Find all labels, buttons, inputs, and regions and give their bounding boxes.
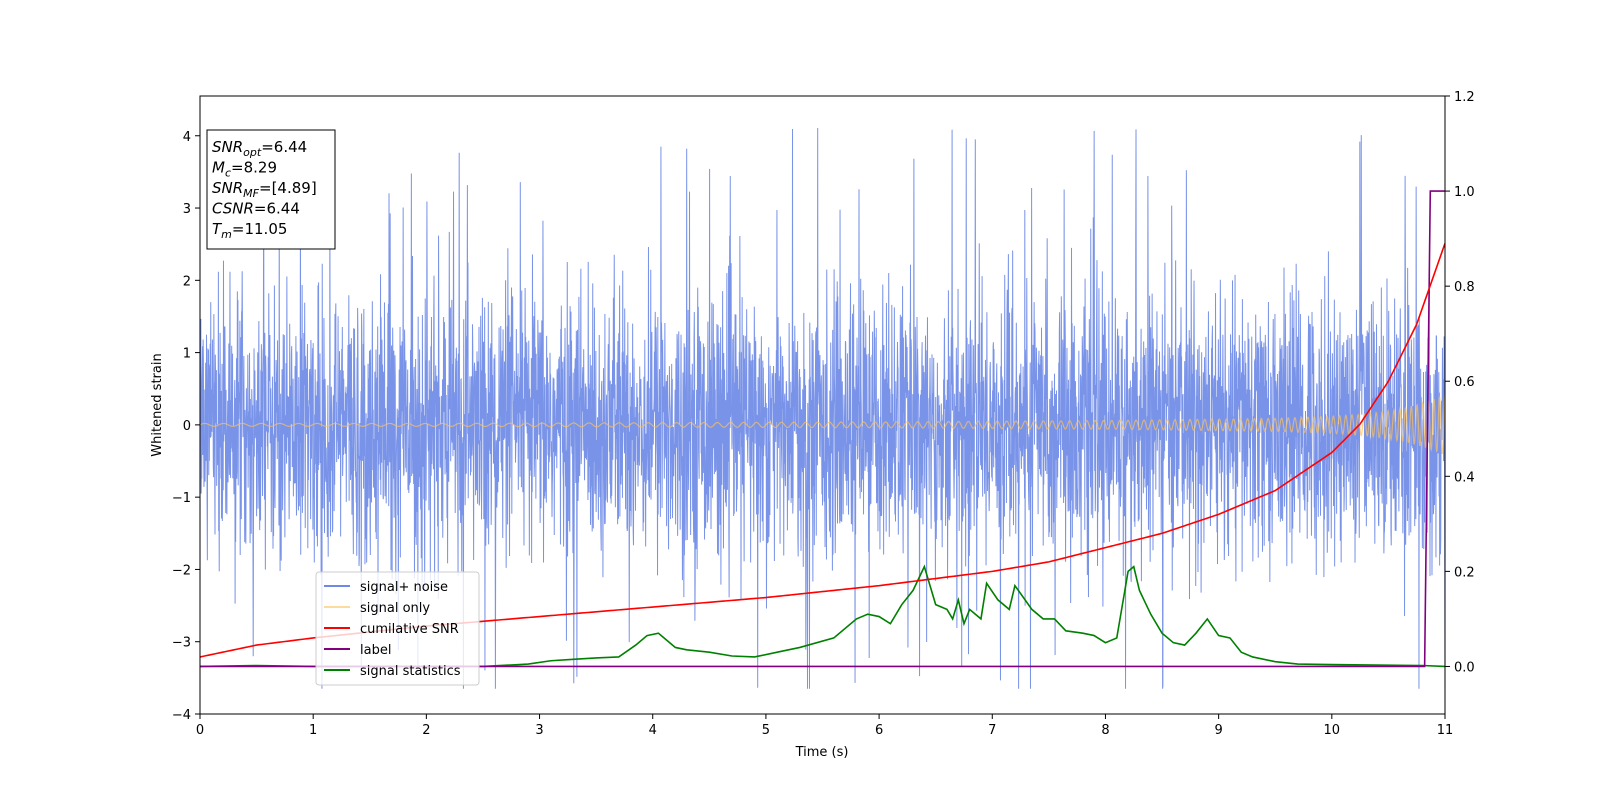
info-value: =11.05 (232, 220, 288, 238)
y-axis-label: Whitened strain (150, 353, 165, 456)
y-right-tick-label: 0.2 (1454, 565, 1475, 580)
info-box-line: SNRMF=[4.89] (212, 179, 317, 200)
x-tick-label: 8 (1101, 723, 1109, 738)
x-tick-label: 5 (762, 723, 770, 738)
y-right-tick-label: 0.0 (1454, 660, 1475, 675)
x-tick-label: 6 (875, 723, 883, 738)
x-tick-label: 3 (535, 723, 543, 738)
y-tick-label: −1 (172, 491, 191, 506)
x-axis-ticks: 0 1 2 3 4 5 6 7 8 9 10 11 (196, 714, 1453, 738)
y-tick-label: 4 (183, 130, 191, 145)
info-main: M (212, 159, 225, 177)
x-tick-label: 7 (988, 723, 996, 738)
info-box: SNRopt=6.44Mc=8.29SNRMF=[4.89]CSNR=6.44T… (206, 129, 336, 250)
legend: signal+ noise signal only cumilative SNR la… (315, 571, 480, 686)
info-value: =6.44 (261, 138, 307, 156)
legend-label: signal+ noise (360, 580, 448, 595)
series-signal-only-line (200, 394, 1445, 455)
y-right-tick-label: 1.2 (1454, 90, 1475, 105)
y-right-tick-label: 0.4 (1454, 470, 1475, 485)
series-label-line (200, 190, 1445, 668)
info-box-line: Tm=11.05 (212, 220, 287, 241)
info-box-line: CSNR=6.44 (212, 200, 300, 218)
y-tick-label: 2 (183, 274, 191, 289)
y-right-tick-label: 0.8 (1454, 280, 1475, 295)
y-tick-label: 0 (183, 419, 191, 434)
series-signal-statistics-line (200, 564, 1445, 668)
x-tick-label: 2 (422, 723, 430, 738)
legend-frame (315, 571, 480, 686)
x-tick-label: 10 (1324, 723, 1341, 738)
y-tick-label: 1 (183, 347, 191, 362)
y-tick-label: −4 (172, 708, 191, 723)
y-tick-label: −3 (172, 636, 191, 651)
legend-label: label (360, 643, 391, 658)
info-sub: MF (243, 187, 259, 200)
legend-label: signal statistics (360, 664, 461, 679)
legend-label: signal only (360, 601, 430, 616)
info-box-line: SNRopt=6.44 (212, 138, 307, 159)
x-axis-label: Time (s) (795, 745, 849, 760)
info-box-line: Mc=8.29 (212, 159, 277, 180)
x-tick-label: 4 (649, 723, 657, 738)
info-value: =[4.89] (259, 179, 317, 197)
y-tick-label: 3 (183, 202, 191, 217)
legend-label: cumilative SNR (360, 622, 459, 637)
info-sub: m (221, 228, 232, 241)
info-main: CSNR (212, 200, 254, 218)
x-tick-label: 0 (196, 723, 204, 738)
series-signal-noise-line (200, 127, 1445, 689)
y-axis-ticks: 4 3 2 1 0 −1 −2 −3 −4 (172, 130, 200, 723)
y-right-tick-label: 1.0 (1454, 185, 1475, 200)
info-value: =8.29 (231, 159, 277, 177)
info-sub: c (225, 167, 231, 180)
y-tick-label: −2 (172, 563, 191, 578)
y-right-axis-ticks: 1.2 1.0 0.8 0.6 0.4 0.2 0.0 (1445, 90, 1475, 675)
y-right-tick-label: 0.6 (1454, 375, 1475, 390)
x-tick-label: 1 (309, 723, 317, 738)
x-tick-label: 9 (1214, 723, 1222, 738)
info-main: T (212, 220, 223, 238)
info-value: =6.44 (254, 200, 300, 218)
x-tick-label: 11 (1437, 723, 1454, 738)
info-main: SNR (212, 179, 243, 197)
plot-frame (199, 95, 1446, 715)
info-main: SNR (212, 138, 243, 156)
info-sub: opt (243, 146, 262, 159)
info-box-frame (206, 129, 336, 250)
